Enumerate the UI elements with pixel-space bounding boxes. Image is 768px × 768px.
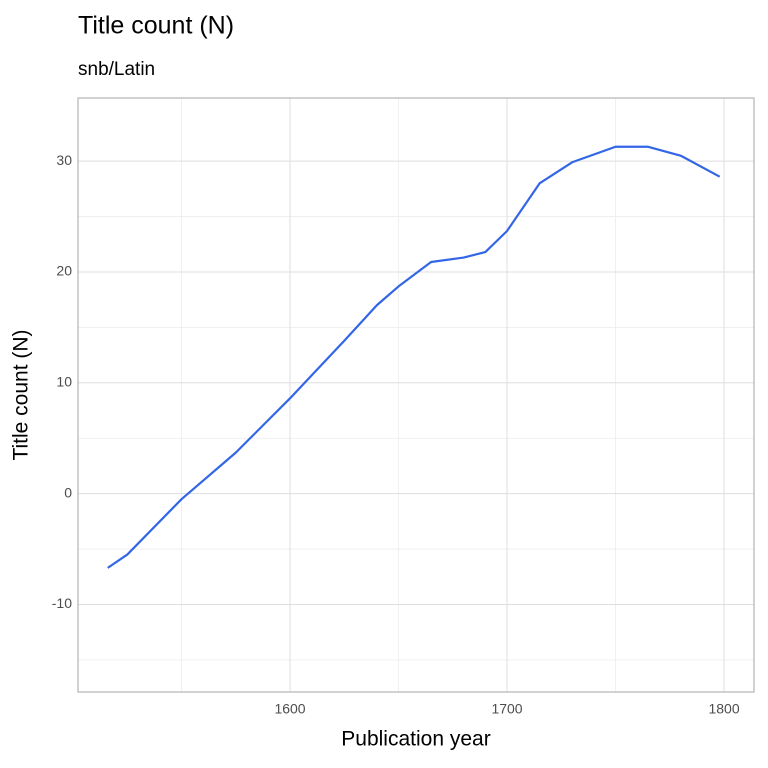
panel-border — [77, 97, 755, 693]
chart-subtitle: snb/Latin — [78, 59, 155, 80]
y-tick-label: 30 — [56, 152, 72, 168]
y-tick-label: 10 — [56, 374, 72, 390]
y-tick-label: 20 — [56, 263, 72, 279]
x-tick-label: 1600 — [274, 701, 305, 717]
y-tick-label: -10 — [52, 595, 72, 611]
x-tick-label: 1800 — [708, 701, 739, 717]
x-axis-title: Publication year — [341, 728, 490, 751]
chart-title: Title count (N) — [78, 12, 234, 40]
line — [107, 145, 721, 569]
x-tick-label: 1700 — [491, 701, 522, 717]
y-tick-label: 0 — [64, 484, 72, 500]
y-axis-title: Title count (N) — [10, 329, 33, 460]
